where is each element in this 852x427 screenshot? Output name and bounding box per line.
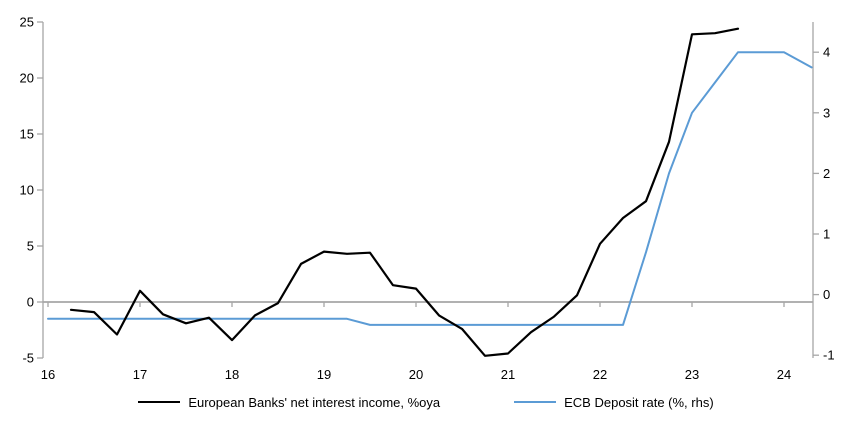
legend-item-net-interest-income: European Banks' net interest income, %oy… (138, 395, 440, 410)
right-axis-tick-label: 3 (823, 105, 830, 120)
legend-item-ecb-deposit-rate: ECB Deposit rate (%, rhs) (514, 395, 714, 410)
legend: European Banks' net interest income, %oy… (0, 390, 852, 414)
x-axis-tick-label: 23 (685, 367, 699, 382)
right-axis-tick-label: 4 (823, 45, 830, 60)
x-axis-tick-label: 21 (501, 367, 515, 382)
left-axis-tick-label: 25 (20, 15, 34, 30)
left-axis-tick-label: 10 (20, 183, 34, 198)
ecb-deposit-rate-legend-label: ECB Deposit rate (%, rhs) (564, 394, 714, 410)
x-axis-tick-label: 18 (225, 367, 239, 382)
ecb-deposit-rate-line (47, 51, 813, 326)
left-axis-tick-label: -5 (22, 351, 34, 366)
x-axis-tick-label: 19 (317, 367, 331, 382)
net-interest-income-line (69, 27, 740, 357)
right-axis-tick-label: 0 (823, 287, 830, 302)
left-axis-tick-label: 0 (27, 295, 34, 310)
left-axis-tick-label: 5 (27, 239, 34, 254)
ecb-deposit-rate-line-swatch (514, 401, 557, 403)
right-axis-tick-label: 2 (823, 166, 830, 181)
right-axis-tick-label: -1 (823, 348, 835, 363)
right-axis-tick-label: 1 (823, 227, 830, 242)
x-axis-tick-label: 22 (593, 367, 607, 382)
left-axis-tick-label: 20 (20, 71, 34, 86)
net-interest-income-line-swatch (138, 401, 181, 403)
x-axis-tick-label: 20 (409, 367, 423, 382)
x-axis-tick-label: 17 (133, 367, 147, 382)
left-axis-tick-label: 15 (20, 127, 34, 142)
x-axis-tick-label: 24 (777, 367, 791, 382)
x-axis-tick-label: 16 (41, 367, 55, 382)
net-interest-income-legend-label: European Banks' net interest income, %oy… (188, 394, 441, 410)
